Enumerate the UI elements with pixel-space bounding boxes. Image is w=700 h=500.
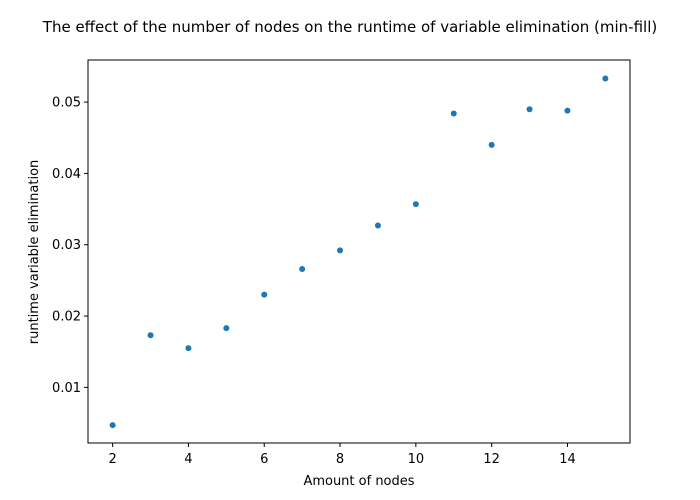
data-point <box>147 332 154 339</box>
chart-title: The effect of the number of nodes on the… <box>42 18 657 36</box>
data-point <box>337 247 344 254</box>
y-axis-ticks: 0.01 0.02 0.03 0.04 0.05 <box>52 96 88 396</box>
x-tick-label: 14 <box>559 452 576 467</box>
y-tick-label: 0.05 <box>52 96 81 111</box>
x-tick-label: 4 <box>184 452 192 467</box>
x-tick-label: 10 <box>408 452 425 467</box>
x-axis-title: Amount of nodes <box>303 474 414 489</box>
data-point <box>412 201 419 208</box>
data-point <box>109 422 116 429</box>
data-point <box>299 265 306 272</box>
y-tick-label: 0.03 <box>52 238 81 253</box>
x-tick-label: 2 <box>108 452 116 467</box>
data-point <box>261 291 268 298</box>
data-point <box>185 345 192 352</box>
data-point <box>450 110 457 117</box>
y-axis-title: runtime variable elimination <box>27 160 42 345</box>
data-points <box>109 75 609 429</box>
x-tick-label: 6 <box>260 452 268 467</box>
data-point <box>488 141 495 148</box>
plot-area-frame <box>87 59 631 444</box>
data-point <box>374 222 381 229</box>
y-tick-label: 0.04 <box>52 167 81 182</box>
data-point <box>602 75 609 82</box>
data-point <box>564 107 571 114</box>
data-point <box>223 325 230 332</box>
x-axis-ticks: 2 4 6 8 10 12 14 <box>108 443 576 467</box>
y-tick-label: 0.02 <box>52 310 81 325</box>
data-point <box>526 106 533 113</box>
x-tick-label: 8 <box>336 452 344 467</box>
y-tick-label: 0.01 <box>52 381 81 396</box>
x-tick-label: 12 <box>483 452 500 467</box>
